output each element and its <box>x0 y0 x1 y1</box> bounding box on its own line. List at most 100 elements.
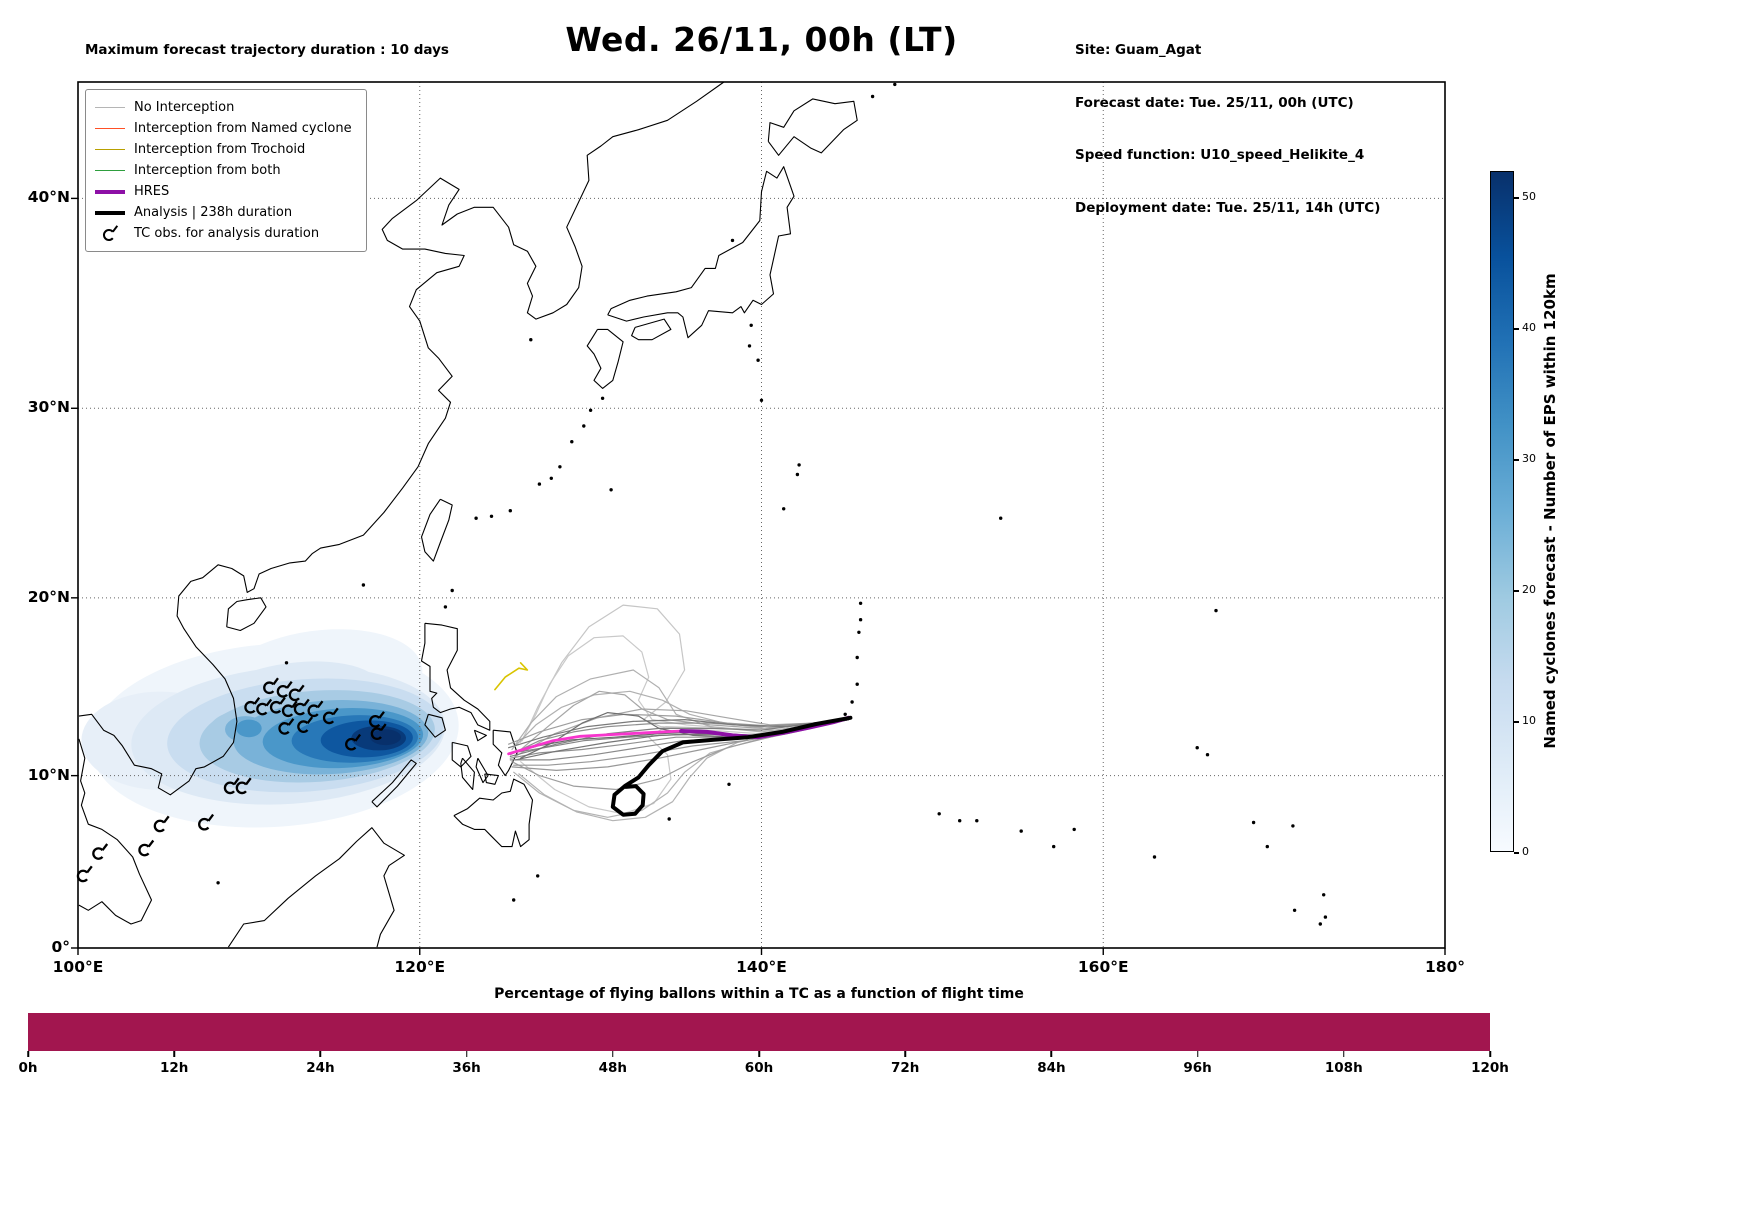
bottom-tick-mark <box>173 1051 175 1057</box>
legend-line-swatch <box>95 106 125 109</box>
bottom-tick-mark <box>904 1051 906 1057</box>
y-tick-label: 20°N <box>27 587 70 606</box>
legend-item-label: Interception from both <box>134 163 281 178</box>
map-canvas <box>71 81 1446 955</box>
bottom-tick-label: 60h <box>744 1060 774 1076</box>
bottom-tick-mark <box>1489 1051 1491 1057</box>
tc-obs-symbol <box>269 697 286 714</box>
tc-obs-symbol <box>76 865 93 883</box>
bottom-tick-label: 72h <box>890 1060 920 1076</box>
y-tick-label: 30°N <box>27 398 70 417</box>
tc-obs-symbol <box>293 698 310 716</box>
tc-obs-symbol <box>138 839 155 857</box>
bottom-tick-label: 24h <box>306 1060 335 1076</box>
legend-line-swatch <box>95 148 125 151</box>
grid-layer <box>78 82 1445 948</box>
tc-obs-symbol <box>256 698 273 716</box>
y-tick-label: 10°N <box>27 765 70 784</box>
tc-obs-symbol <box>198 813 215 831</box>
legend-line-swatch <box>95 127 125 130</box>
bottom-tick-mark <box>1050 1051 1053 1057</box>
colorbar-tick-label: 40 <box>1522 321 1536 335</box>
tc-obs-symbol <box>263 677 279 695</box>
colorbar-tick-label: 30 <box>1522 452 1536 466</box>
tc-obs-symbol <box>278 718 295 735</box>
legend-item: Interception from both <box>95 160 352 181</box>
forecast-date: Forecast date: Tue. 25/11, 00h (UTC) <box>1075 94 1354 111</box>
bottom-tick-label: 0h <box>18 1060 38 1076</box>
colorbar-tick-mark <box>1514 197 1519 199</box>
tc-obs-symbol <box>235 777 252 795</box>
legend-item: Interception from Trochoid <box>95 139 352 160</box>
colorbar-tick-mark <box>1514 459 1519 461</box>
eps-member <box>511 669 850 751</box>
legend-item: Interception from Named cyclone <box>95 118 352 139</box>
density-layer <box>81 629 459 828</box>
page-title: Wed. 26/11, 00h (LT) <box>565 20 958 59</box>
legend-item: HRES <box>95 181 352 202</box>
tc-obs-symbol <box>92 843 109 860</box>
colorbar <box>1490 171 1514 852</box>
bottom-tick-label: 96h <box>1183 1060 1212 1076</box>
tc-obs-symbol <box>281 700 298 718</box>
colorbar-tick-label: 50 <box>1522 190 1536 204</box>
tc-cyclone-icon <box>95 224 125 244</box>
bottom-tick-label: 36h <box>452 1060 481 1076</box>
x-tick-label: 180° <box>1424 958 1466 976</box>
map-plot: No Interception Interception from Named c… <box>28 81 1465 976</box>
bottom-tick-mark <box>319 1051 322 1057</box>
bottom-tick-label: 108h <box>1324 1060 1363 1076</box>
tc-obs-symbol <box>153 815 170 833</box>
tc-obs-symbol <box>345 733 362 751</box>
legend-item: TC obs. for analysis duration <box>95 223 352 244</box>
bottom-tick-mark <box>758 1051 760 1057</box>
bottom-chart-title: Percentage of flying ballons within a TC… <box>494 986 1024 1002</box>
trochoid-track <box>494 661 529 691</box>
bottom-tick-label: 84h <box>1037 1060 1066 1076</box>
legend-item-label: Interception from Trochoid <box>134 142 306 157</box>
colorbar-label: Named cyclones forecast - Number of EPS … <box>1541 273 1559 749</box>
tc-obs-symbol <box>288 684 305 702</box>
legend-item: Analysis | 238h duration <box>95 202 352 223</box>
legend-item-label: HRES <box>134 184 170 199</box>
colorbar-tick-label: 20 <box>1522 583 1536 597</box>
colorbar-tick-mark <box>1514 852 1519 854</box>
legend-item-label: Analysis | 238h duration <box>134 205 293 220</box>
legend-item-label: No Interception <box>134 100 235 115</box>
bottom-tick-mark <box>465 1051 468 1057</box>
param-max-duration: Maximum forecast trajectory duration : 1… <box>85 42 449 58</box>
flight-time-bar <box>28 1013 1490 1051</box>
site-name: Site: Guam_Agat <box>1075 42 1202 58</box>
bottom-tick-mark <box>27 1051 29 1057</box>
x-tick-label: 140°E <box>736 958 787 976</box>
analysis-track <box>610 715 853 817</box>
colorbar-tick-label: 0 <box>1522 845 1529 858</box>
colorbar-tick-label: 10 <box>1522 714 1536 728</box>
bottom-tick-label: 48h <box>598 1060 627 1076</box>
tc-obs-symbol <box>244 697 261 714</box>
y-tick-label: 0° <box>51 938 70 956</box>
tc-obs-symbol <box>276 681 293 698</box>
legend-items: No Interception Interception from Named c… <box>95 97 352 244</box>
tc-obs-symbol <box>297 716 314 733</box>
colorbar-tick-mark <box>1514 590 1519 592</box>
coastline-layer <box>78 81 1328 948</box>
speed-function: Speed function: U10_speed_Helikite_4 <box>1075 147 1365 163</box>
eps-member <box>521 604 850 742</box>
legend-line-swatch <box>95 169 125 172</box>
eps-member <box>509 718 850 756</box>
legend-item: No Interception <box>95 97 352 118</box>
bottom-tick-label: 120h <box>1471 1060 1509 1076</box>
trajectory-layer <box>494 604 853 822</box>
legend-item-label: TC obs. for analysis duration <box>134 226 320 241</box>
site-info: Site: Guam_Agat Forecast date: Tue. 25/1… <box>1075 7 1380 252</box>
tc-obs-symbol <box>307 700 324 718</box>
bottom-tick-mark <box>1343 1051 1345 1057</box>
colorbar-tick-mark <box>1514 721 1519 723</box>
bottom-tick-mark <box>612 1051 614 1057</box>
tc-obs-symbol <box>223 777 240 795</box>
bottom-tick-label: 12h <box>159 1060 189 1076</box>
eps-highlight-track <box>507 729 683 756</box>
tc-obs-symbol <box>368 711 385 728</box>
